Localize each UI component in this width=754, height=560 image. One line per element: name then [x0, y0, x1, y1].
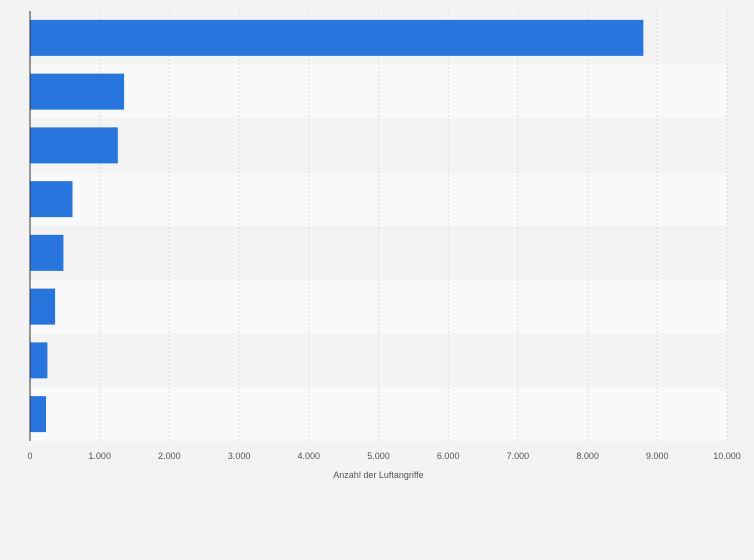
x-tick-label: 2.000: [158, 451, 181, 461]
bar[interactable]: [30, 19, 644, 56]
x-tick-label: 0: [27, 451, 32, 461]
x-tick-label: 10.000: [713, 451, 741, 461]
x-tick-label: 4.000: [298, 451, 321, 461]
x-tick-label: 6.000: [437, 451, 460, 461]
x-tick-label: 3.000: [228, 451, 251, 461]
bar[interactable]: [30, 73, 125, 110]
x-tick-label: 5.000: [367, 451, 390, 461]
bar[interactable]: [30, 127, 118, 164]
x-tick-label: 1.000: [88, 451, 111, 461]
bar[interactable]: [30, 396, 47, 433]
x-tick-label: 7.000: [507, 451, 530, 461]
bar[interactable]: [30, 181, 73, 218]
x-tick-label: 9.000: [646, 451, 669, 461]
x-tick-label: 8.000: [576, 451, 599, 461]
bar[interactable]: [30, 234, 64, 271]
bar[interactable]: [30, 342, 48, 379]
x-tick-labels: 0 1.000 2.000 3.000 4.000 5.000 6.000 7.000 8.00…: [27, 451, 740, 461]
x-axis-title: Anzahl der Luftangriffe: [333, 470, 423, 480]
bars: [30, 19, 644, 433]
bar[interactable]: [30, 288, 56, 325]
